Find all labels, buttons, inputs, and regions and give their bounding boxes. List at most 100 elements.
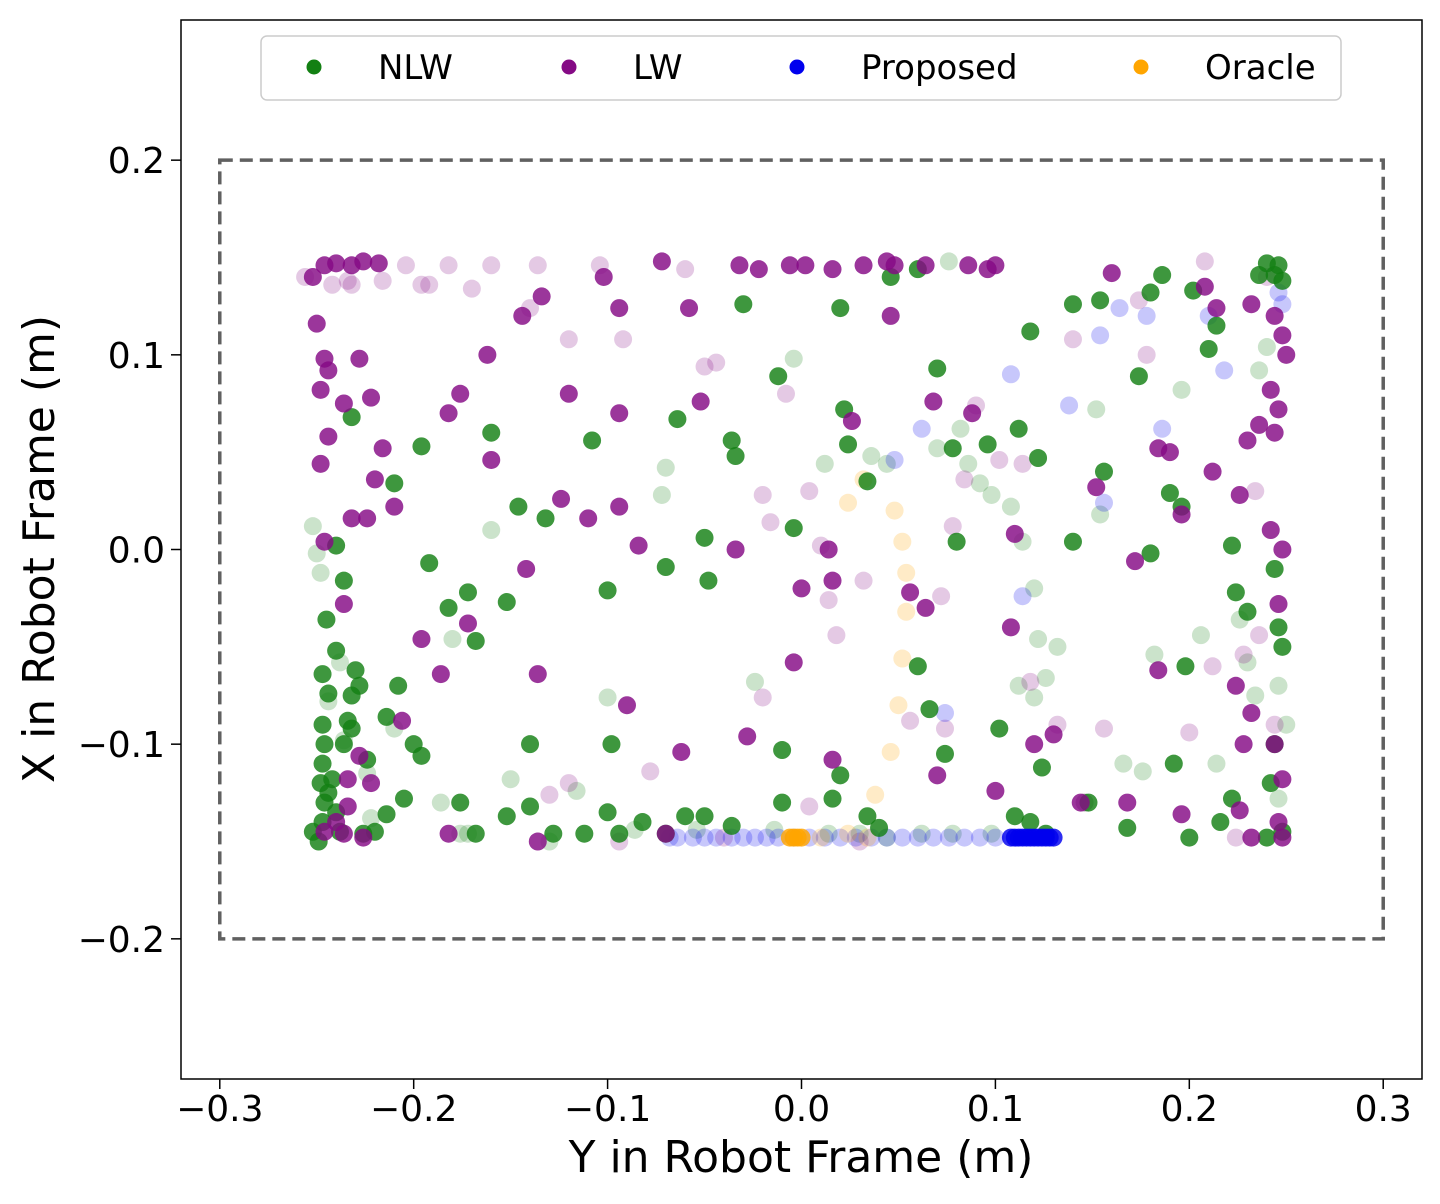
nlw-point-faint <box>1133 762 1152 781</box>
nlw-point <box>1226 583 1245 602</box>
nlw-point <box>1199 339 1218 358</box>
nlw-point <box>633 813 652 832</box>
nlw-point-faint <box>652 485 671 504</box>
lw-point <box>354 828 373 847</box>
lw-point <box>594 267 613 286</box>
nlw-point <box>598 581 617 600</box>
nlw-point <box>1141 283 1160 302</box>
lw-point-faint <box>1094 719 1113 738</box>
nlw-point-faint <box>362 809 381 828</box>
x-tick-label: 0.3 <box>1355 1089 1412 1130</box>
lw-point <box>528 665 547 684</box>
oracle-point-faint <box>885 501 904 520</box>
oracle-point-faint <box>839 493 858 512</box>
nlw-point <box>412 746 431 765</box>
nlw-point <box>544 824 563 843</box>
legend-marker-lw <box>561 59 577 75</box>
lw-point <box>482 450 501 469</box>
nlw-point-faint <box>982 824 1001 843</box>
nlw-point <box>466 824 485 843</box>
lw-point <box>842 412 861 431</box>
nlw-point <box>1211 813 1230 832</box>
nlw-point <box>978 435 997 454</box>
nlw-point-faint <box>970 474 989 493</box>
nlw-point <box>1265 559 1284 578</box>
nlw-point <box>536 509 555 528</box>
lw-point <box>610 299 629 318</box>
lw-point-faint <box>482 256 501 275</box>
lw-point <box>978 260 997 279</box>
lw-point <box>307 314 326 333</box>
proposed-point-faint <box>1091 326 1110 345</box>
y-axis-label: X in Robot Frame (m) <box>14 315 65 783</box>
nlw-point <box>319 684 338 703</box>
y-tick-label: 0.0 <box>108 531 165 572</box>
nlw-point <box>676 807 695 826</box>
nlw-point <box>1180 828 1199 847</box>
nlw-point <box>327 641 346 660</box>
lw-point <box>1273 540 1292 559</box>
nlw-point <box>784 519 803 538</box>
lw-point <box>303 267 322 286</box>
lw-point <box>691 392 710 411</box>
nlw-point <box>908 657 927 676</box>
lw-point <box>311 380 330 399</box>
nlw-point-faint <box>1257 338 1276 357</box>
nlw-point-faint <box>1025 688 1044 707</box>
nlw-point-faint <box>311 563 330 582</box>
nlw-point <box>319 783 338 802</box>
oracle-point-faint <box>897 563 916 582</box>
proposed-point-faint <box>1215 361 1234 380</box>
oracle-point-faint <box>839 824 858 843</box>
nlw-point <box>947 532 966 551</box>
proposed-point-faint <box>893 828 912 847</box>
nlw-point <box>1094 462 1113 481</box>
lw-point <box>916 598 935 617</box>
lw-point <box>1273 326 1292 345</box>
lw-point <box>1273 770 1292 789</box>
lw-point-faint <box>462 279 481 298</box>
lw-point <box>1265 306 1284 325</box>
proposed-point-faint <box>1110 299 1129 318</box>
solid-points-layer <box>303 252 1296 851</box>
nlw-point <box>451 793 470 812</box>
lw-point-faint <box>1013 454 1032 473</box>
nlw-point-faint <box>1001 497 1020 516</box>
nlw-point-faint <box>598 688 617 707</box>
lw-point-faint <box>412 275 431 294</box>
nlw-point-faint <box>951 419 970 438</box>
lw-point <box>784 653 803 672</box>
legend: NLW LW Proposed Oracle <box>260 35 1342 101</box>
nlw-point-faint <box>567 781 586 800</box>
nlw-point <box>497 807 516 826</box>
lw-point <box>579 509 598 528</box>
nlw-point <box>722 816 741 835</box>
legend-marker-proposed <box>789 59 805 75</box>
lw-point-faint <box>420 275 439 294</box>
x-tick-label: 0.0 <box>773 1089 830 1130</box>
proposed-point-faint <box>924 828 943 847</box>
lw-point <box>1005 524 1024 543</box>
lw-point-faint <box>955 470 974 489</box>
nlw-point <box>734 295 753 314</box>
lw-point-faint <box>338 271 357 290</box>
nlw-point <box>858 472 877 491</box>
lw-point <box>1126 552 1145 571</box>
oracle-point <box>792 828 811 847</box>
lw-point <box>334 595 353 614</box>
nlw-point-faint <box>687 820 706 839</box>
nlw-point <box>920 700 939 719</box>
lw-point <box>652 252 671 271</box>
nlw-point <box>602 735 621 754</box>
proposed-point-faint <box>815 828 834 847</box>
nlw-point-faint <box>1172 380 1191 399</box>
nlw-point <box>769 367 788 386</box>
lw-point <box>334 394 353 413</box>
lw-point <box>350 746 369 765</box>
nlw-point <box>928 359 947 378</box>
nlw-point <box>315 735 334 754</box>
nlw-point <box>412 437 431 456</box>
nlw-point <box>439 598 458 617</box>
proposed-point-faint <box>908 828 927 847</box>
